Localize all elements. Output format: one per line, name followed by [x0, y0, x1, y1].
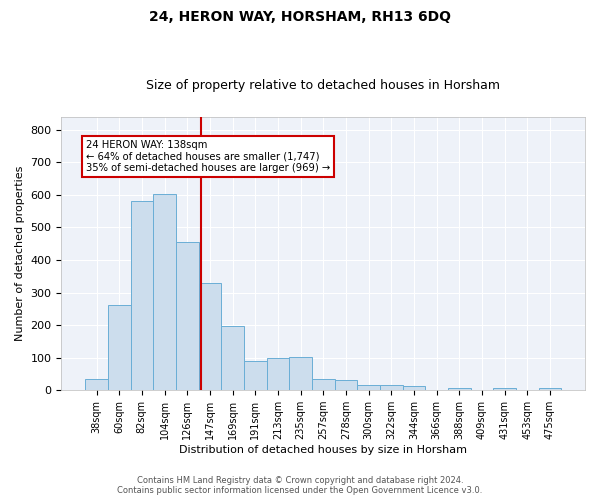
Bar [131, 201, 153, 390]
X-axis label: Distribution of detached houses by size in Horsham: Distribution of detached houses by size … [179, 445, 467, 455]
Bar [176, 242, 199, 390]
Bar [199, 284, 221, 390]
Bar [493, 388, 516, 390]
Bar [403, 386, 425, 390]
Bar [244, 361, 266, 390]
Bar [539, 388, 561, 390]
Bar [108, 305, 131, 390]
Bar [312, 379, 335, 390]
Bar [335, 380, 357, 390]
Bar [266, 358, 289, 390]
Text: Contains HM Land Registry data © Crown copyright and database right 2024.
Contai: Contains HM Land Registry data © Crown c… [118, 476, 482, 495]
Bar [380, 384, 403, 390]
Bar [85, 379, 108, 390]
Bar [448, 388, 470, 390]
Y-axis label: Number of detached properties: Number of detached properties [15, 166, 25, 341]
Bar [357, 384, 380, 390]
Title: Size of property relative to detached houses in Horsham: Size of property relative to detached ho… [146, 79, 500, 92]
Bar [221, 326, 244, 390]
Text: 24 HERON WAY: 138sqm
← 64% of detached houses are smaller (1,747)
35% of semi-de: 24 HERON WAY: 138sqm ← 64% of detached h… [86, 140, 330, 173]
Bar [289, 356, 312, 390]
Bar [153, 194, 176, 390]
Text: 24, HERON WAY, HORSHAM, RH13 6DQ: 24, HERON WAY, HORSHAM, RH13 6DQ [149, 10, 451, 24]
